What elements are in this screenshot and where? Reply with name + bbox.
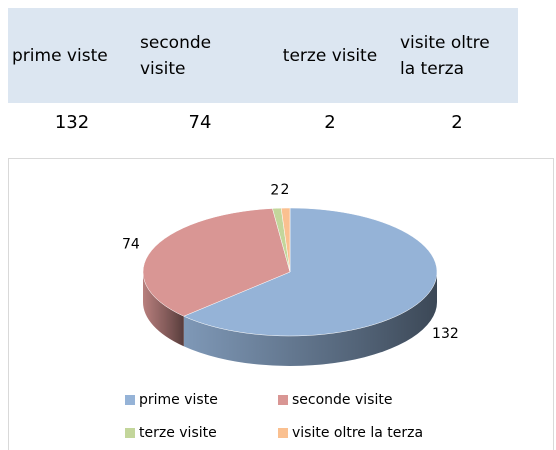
chart-border: [8, 158, 554, 450]
data-label: 74: [122, 236, 140, 252]
pie-slice: [183, 207, 438, 337]
data-label: 2: [270, 182, 279, 198]
header-cell: prime viste: [8, 8, 136, 103]
legend-swatch: [278, 428, 288, 438]
legend-label: prime viste: [139, 392, 218, 408]
header-text: visite oltre la terza: [400, 32, 490, 79]
value-cell: 2: [451, 112, 463, 133]
header-cell: visite oltre la terza: [396, 8, 518, 103]
data-label: 132: [432, 326, 459, 342]
header-text: seconde visite: [140, 32, 212, 79]
pie-slice: [280, 207, 291, 273]
data-label: 2: [280, 182, 289, 198]
value-cell: 74: [188, 112, 212, 133]
header-text: prime viste: [12, 45, 108, 66]
header-cell: terze visite: [264, 8, 396, 103]
data-table: prime viste seconde visite terze visite …: [8, 8, 518, 142]
legend-label: terze visite: [139, 425, 217, 441]
header-text: terze visite: [282, 45, 378, 66]
header-cell: seconde visite: [136, 8, 264, 103]
value-row: 132 74 2 2: [8, 103, 518, 142]
header-row: prime viste seconde visite terze visite …: [8, 8, 518, 103]
value-cell: 2: [324, 112, 336, 133]
legend-label: visite oltre la terza: [292, 425, 423, 441]
legend-label: seconde visite: [292, 392, 392, 408]
chart: 132 74 2 2 prime viste seconde visite terze vi…: [8, 158, 554, 450]
legend-swatch: [278, 395, 288, 405]
pie-side-shade: [143, 272, 184, 347]
legend-swatch: [125, 428, 135, 438]
value-cell: 132: [54, 112, 90, 133]
pie-side-shade: [183, 272, 437, 366]
legend-swatch: [125, 395, 135, 405]
pie-slice: [142, 208, 291, 317]
